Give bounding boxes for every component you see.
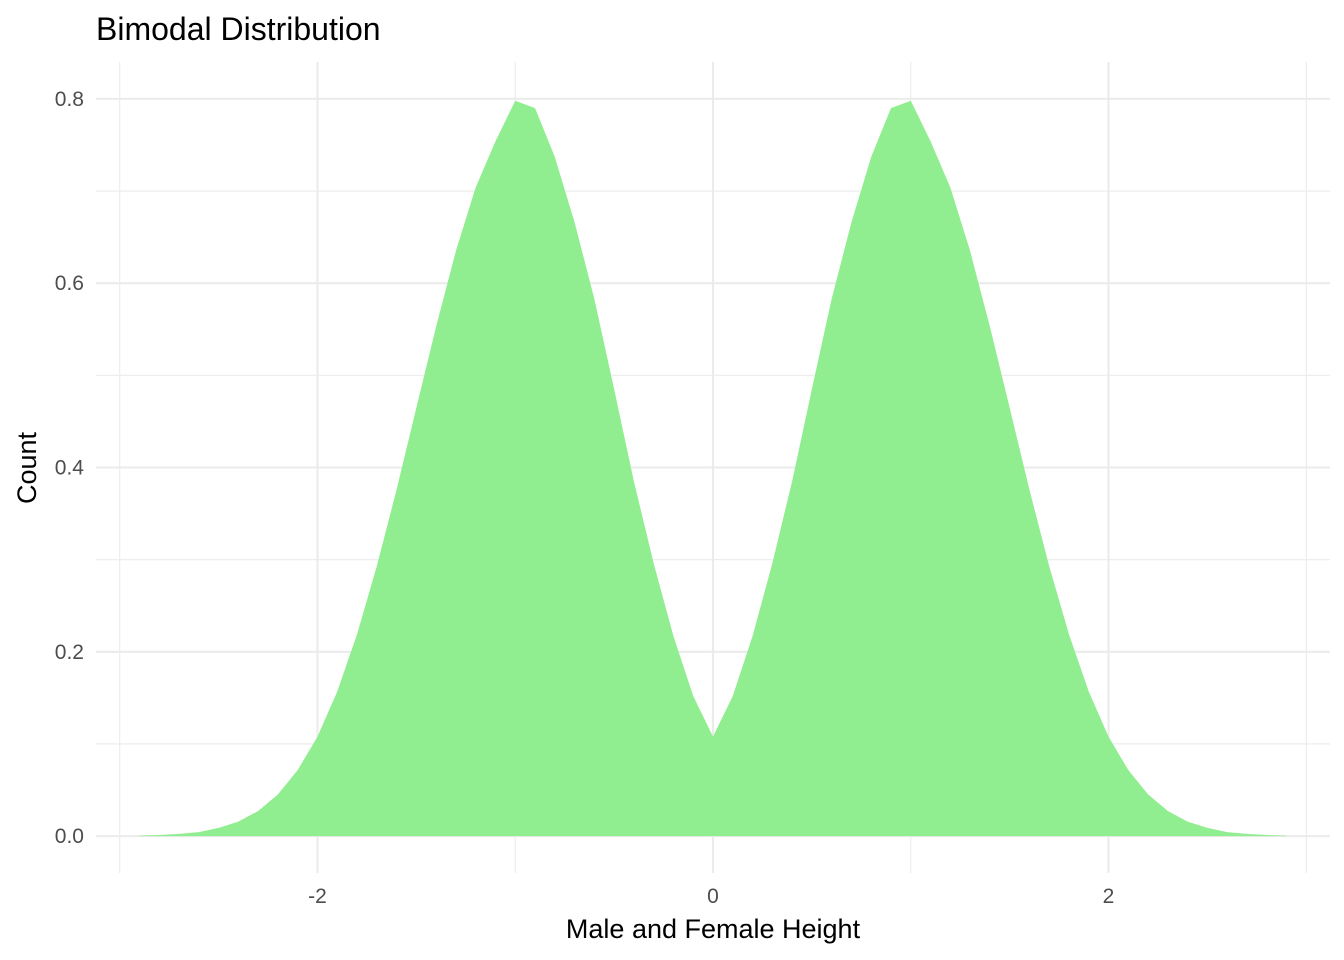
x-tick-label: 2 <box>1103 885 1115 908</box>
y-tick-label: 0.0 <box>55 825 84 848</box>
y-axis-title: Count <box>12 431 42 504</box>
y-tick-label: 0.4 <box>55 457 85 480</box>
x-tick-label: -2 <box>308 885 327 908</box>
chart-title: Bimodal Distribution <box>96 11 381 47</box>
y-axis-ticks: 0.0 0.2 0.4 0.6 0.8 <box>55 88 85 848</box>
density-area <box>139 100 1287 837</box>
x-tick-label: 0 <box>707 885 719 908</box>
x-axis-title: Male and Female Height <box>566 914 861 944</box>
y-tick-label: 0.6 <box>55 272 84 295</box>
y-tick-label: 0.2 <box>55 641 84 664</box>
y-tick-label: 0.8 <box>55 88 84 111</box>
x-axis-ticks: -2 0 2 <box>308 885 1114 908</box>
